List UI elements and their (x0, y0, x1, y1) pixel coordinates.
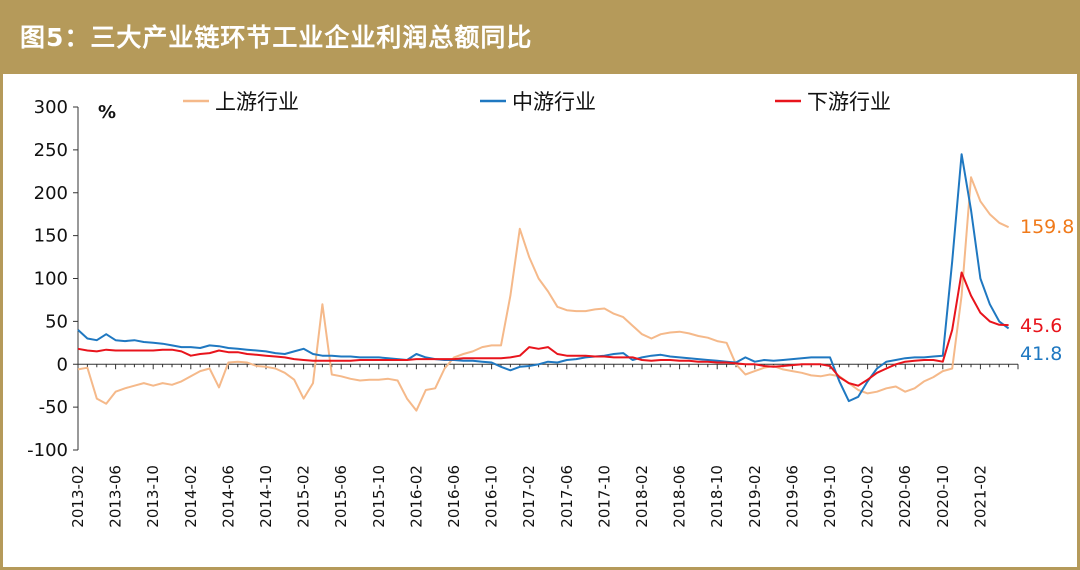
x-tick-label: 2016-10 (483, 465, 501, 528)
x-tick-label: 2017-06 (558, 465, 576, 528)
x-tick-label: 2015-06 (332, 465, 350, 528)
y-tick-label: 300 (34, 97, 68, 118)
x-tick-label: 2013-02 (69, 465, 87, 528)
legend-label: 下游行业 (807, 90, 891, 114)
y-tick-label: 250 (34, 140, 68, 161)
end-value-label: 159.8 (1020, 216, 1074, 238)
x-tick-label: 2020-06 (896, 465, 914, 528)
x-tick-label: 2016-02 (407, 465, 425, 528)
x-tick-label: 2019-06 (783, 465, 801, 528)
x-tick-label: 2017-02 (520, 465, 538, 528)
x-tick-label: 2014-02 (182, 465, 200, 528)
y-tick-label: -100 (27, 440, 68, 461)
legend-label: 中游行业 (512, 90, 596, 114)
y-tick-label: 0 (57, 354, 68, 375)
end-labels: 159.8 41.8 45.6 (1020, 216, 1074, 365)
x-tick-label: 2018-02 (633, 465, 651, 528)
x-tick-label: 2018-10 (708, 465, 726, 528)
x-tick-label: 2014-10 (257, 465, 275, 528)
x-tick-label: 2017-10 (595, 465, 613, 528)
legend-label: 上游行业 (215, 90, 299, 114)
series-line-2 (77, 271, 1009, 387)
y-tick-label: 50 (45, 311, 68, 332)
x-tick-label: 2016-06 (445, 465, 463, 528)
x-tick-label: 2015-10 (370, 465, 388, 528)
x-tick-label: 2019-10 (821, 465, 839, 528)
end-value-label: 45.6 (1020, 315, 1062, 337)
x-tick-label: 2013-06 (107, 465, 125, 528)
y-tick-label: 100 (34, 269, 68, 290)
x-tick-label: 2020-02 (859, 465, 877, 528)
x-tick-label: 2019-02 (746, 465, 764, 528)
end-value-label: 41.8 (1020, 343, 1062, 365)
y-tick-label: -50 (39, 397, 68, 418)
y-tick-label: 200 (34, 183, 68, 204)
x-tick-label: 2014-06 (219, 465, 237, 528)
series-line-0 (77, 176, 1010, 412)
y-axis: 300 250 200 150 100 50 0 -50 -100 (27, 97, 79, 461)
chart-title: 图5：三大产业链环节工业企业利润总额同比 (20, 23, 533, 52)
x-tick-label: 2018-06 (671, 465, 689, 528)
x-tick-label: 2013-10 (144, 465, 162, 528)
series-lines (77, 153, 1010, 412)
x-tick-label: 2020-10 (934, 465, 952, 528)
y-tick-label: 150 (34, 226, 68, 247)
x-tick-label: 2021-02 (971, 465, 989, 528)
series-line-1 (77, 153, 1010, 403)
title-bar: 图5：三大产业链环节工业企业利润总额同比 (0, 0, 1080, 74)
x-tick-label: 2015-02 (295, 465, 313, 528)
x-axis: 2013-02 2013-06 2013-10 2014-02 2014-06 2014-… (69, 363, 1019, 528)
y-axis-unit: % (98, 102, 116, 123)
legend: 上游行业 中游行业 下游行业 (183, 90, 891, 114)
